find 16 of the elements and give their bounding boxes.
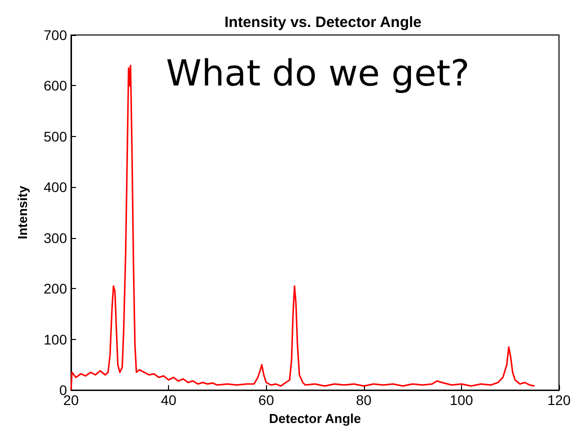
x-tick-label: 80	[356, 392, 372, 408]
y-tick-label: 300	[44, 230, 68, 246]
x-tick-label: 60	[258, 392, 274, 408]
y-tick-label: 400	[44, 179, 68, 196]
x-tick-label: 40	[160, 392, 177, 408]
y-tick-label: 100	[44, 331, 68, 348]
y-tick-label: 200	[44, 280, 68, 297]
x-tick-label: 100	[450, 392, 474, 408]
x-tick-label: 120	[547, 392, 571, 408]
y-tick-label: 600	[44, 78, 68, 94]
chart-title: Intensity vs. Detector Angle	[224, 14, 422, 31]
y-tick-label: 500	[44, 128, 68, 144]
x-axis-title: Detector Angle	[269, 411, 361, 426]
annotation: What do we get?	[166, 54, 470, 94]
y-tick-label: 700	[44, 27, 68, 43]
y-axis-title: Intensity	[15, 185, 30, 240]
